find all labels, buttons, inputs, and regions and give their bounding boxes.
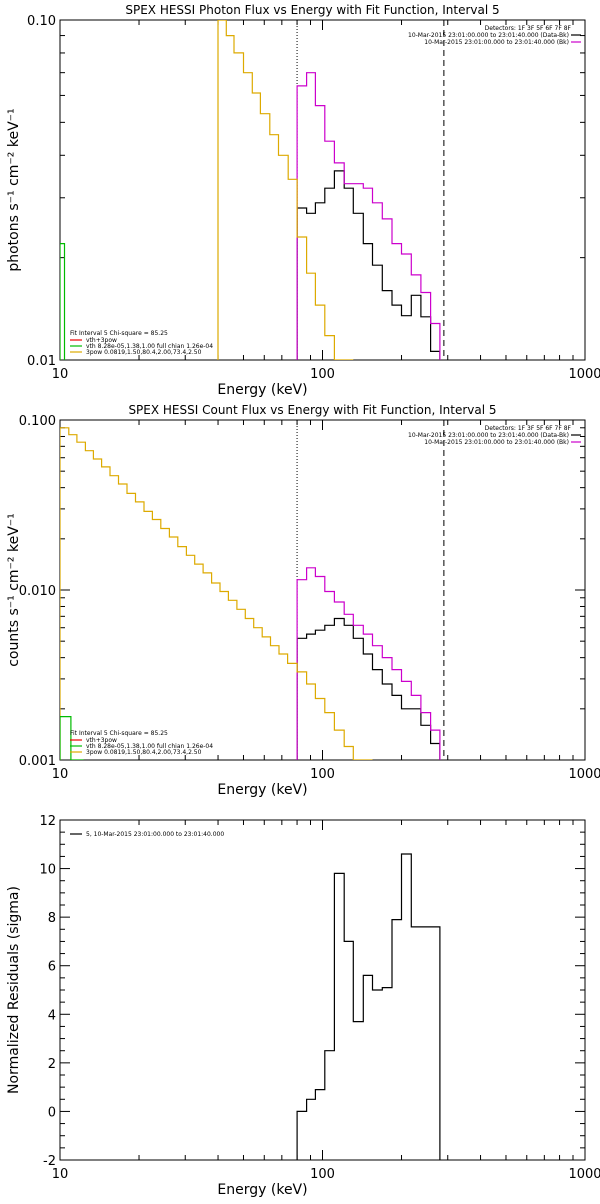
legend-header: Detectors: 1F 3F 5F 6F 7F 8F [485,425,572,432]
y-tick-label: 4 [48,1008,56,1023]
plot-frame [59,419,586,761]
series-line-1 [296,617,441,760]
x-axis-label: Energy (keV) [217,782,307,798]
series-group [60,427,441,760]
series-line-2 [296,567,441,760]
y-tick-label: 0.10 [27,14,56,29]
x-tick-label: 1000 [568,767,600,782]
legend-entry-label: 10-Mar-2015 23:01:00.000 to 23:01:40.000… [408,32,569,39]
x-tick-label: 10 [52,767,69,782]
fit-legend-entry-label: vth 8.28e-05,1.38,1.00 full chian 1.26e-… [86,343,213,350]
x-tick-label: 1000 [568,367,600,382]
series-line-1 [296,853,441,1160]
y-axis-label: photons s⁻¹ cm⁻² keV⁻¹ [6,108,22,271]
series-line-4 [60,716,84,760]
y-axis-label: Normalized Residuals (sigma) [6,886,22,1094]
plot-frame [59,19,586,361]
fit-legend-entry-label: vth 8.28e-05,1.38,1.00 full chian 1.26e-… [86,743,213,750]
series-group [60,20,441,360]
x-tick-label: 100 [310,1167,335,1182]
y-tick-label: 0.001 [19,754,56,769]
series-line-4 [60,243,66,360]
x-axis-label: Energy (keV) [217,382,307,398]
y-tick-label: -2 [43,1154,56,1169]
fit-legend-header: Fit Interval 5 Chi-square = 85.25 [70,330,168,337]
series-line-1 [296,170,441,360]
legend-entry-label: 10-Mar-2015 23:01:00.000 to 23:01:40.000… [424,439,569,446]
series-line-2 [296,72,441,360]
fit-legend-entry-label: vth+3pow [86,337,117,344]
x-tick-label: 10 [52,367,69,382]
series-line-3 [60,427,373,760]
x-tick-label: 100 [310,767,335,782]
x-tick-label: 1000 [568,1167,600,1182]
fit-legend-entry-label: 3pow 0.0819,1.50,80.4,2.00,73.4,2.50 [86,749,202,756]
x-axis-label: Energy (keV) [217,1182,307,1198]
y-tick-label: 0 [48,1105,56,1120]
y-tick-label: 0.01 [27,354,56,369]
y-tick-label: 12 [39,814,56,829]
fit-legend-header: Fit Interval 5 Chi-square = 85.25 [70,730,168,737]
y-tick-label: 10 [39,863,56,878]
y-tick-label: 2 [48,1057,56,1072]
legend-entry-label: 10-Mar-2015 23:01:00.000 to 23:01:40.000… [424,39,569,46]
plot-frame [59,819,586,1161]
x-tick-label: 10 [52,1167,69,1182]
legend-entry-label: 5, 10-Mar-2015 23:01:00.000 to 23:01:40.… [86,831,224,838]
y-tick-label: 0.010 [19,584,56,599]
legend-header: Detectors: 1F 3F 5F 6F 7F 8F [485,25,572,32]
y-axis-label: counts s⁻¹ cm⁻² keV⁻¹ [6,513,22,667]
fit-legend-entry-label: vth+3pow [86,737,117,744]
series-line-3 [217,20,354,360]
chart-panel-3: 10 100 1000 Energy (keV) -2 0 2 4 6 8 10 12 Normaliz… [6,814,600,1198]
chart-panel-1: SPEX HESSI Photon Flux vs Energy with Fi… [6,3,600,398]
series-group [296,853,441,1160]
y-tick-label: 6 [48,960,56,975]
chart-panel-2: SPEX HESSI Count Flux vs Energy with Fit… [6,403,600,798]
y-tick-label: 8 [48,911,56,926]
fit-legend-entry-label: 3pow 0.0819,1.50,80.4,2.00,73.4,2.50 [86,349,202,356]
x-tick-label: 100 [310,367,335,382]
chart-title: SPEX HESSI Count Flux vs Energy with Fit… [128,403,496,417]
y-tick-label: 0.100 [19,414,56,429]
legend-entry-label: 10-Mar-2015 23:01:00.000 to 23:01:40.000… [408,432,569,439]
chart-title: SPEX HESSI Photon Flux vs Energy with Fi… [125,3,499,17]
